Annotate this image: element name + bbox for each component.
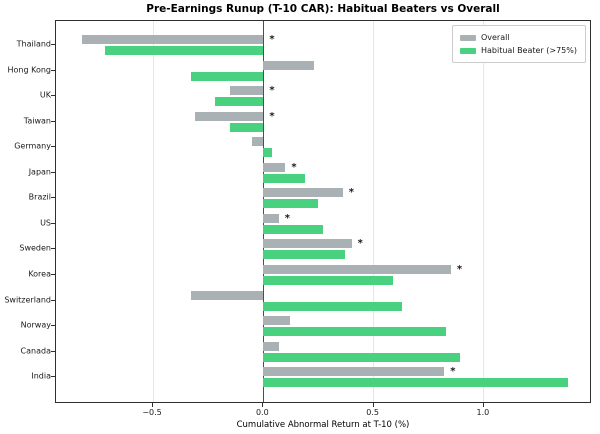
bar-overall	[263, 213, 279, 223]
ytick-mark	[51, 248, 55, 250]
bar-overall	[263, 367, 445, 377]
legend-label-overall: Overall	[480, 33, 510, 42]
ytick-mark	[51, 171, 55, 173]
ytick-mark	[51, 273, 55, 275]
ytick-label-hong-kong: Hong Kong	[7, 65, 52, 75]
bar-habitual	[214, 97, 264, 107]
ytick-mark	[51, 69, 55, 71]
bar-habitual	[263, 275, 394, 285]
legend: Overall Habitual Beater (>75%)	[451, 25, 586, 63]
ytick-mark	[51, 120, 55, 122]
bar-habitual	[230, 122, 264, 132]
bar-habitual	[263, 327, 447, 337]
gridline	[152, 21, 154, 402]
legend-label-habitual: Habitual Beater (>75%)	[480, 46, 577, 55]
ytick-mark	[51, 325, 55, 327]
bar-habitual	[263, 173, 306, 183]
ytick-mark	[51, 376, 55, 378]
xtick-mark	[482, 403, 484, 407]
x-axis-label: Cumulative Abnormal Return at T-10 (%)	[236, 420, 410, 430]
bar-habitual	[263, 352, 460, 362]
bar-habitual	[263, 148, 273, 158]
ytick-label-germany: Germany	[14, 141, 51, 151]
significance-asterisk: *	[284, 212, 291, 224]
bar-overall	[82, 35, 264, 44]
ytick-mark	[51, 197, 55, 199]
ytick-label-switzerland: Switzerland	[4, 295, 51, 304]
bar-habitual	[263, 224, 323, 234]
bar-habitual	[104, 46, 264, 55]
significance-asterisk: *	[456, 263, 463, 275]
ytick-label-korea: Korea	[28, 269, 51, 279]
bar-habitual	[263, 250, 345, 260]
bar-overall	[190, 290, 264, 300]
bar-habitual	[190, 71, 264, 81]
zero-line	[262, 21, 265, 402]
ytick-label-taiwan: Taiwan	[23, 116, 51, 126]
bar-habitual	[263, 301, 403, 311]
ytick-label-sweden: Sweden	[19, 243, 51, 253]
significance-asterisk: *	[348, 187, 354, 199]
ytick-mark	[51, 44, 55, 45]
xtick-mark	[152, 403, 154, 407]
xtick-mark	[262, 403, 264, 407]
bar-overall	[252, 137, 264, 147]
plot-area: * * * * * * * * * Overall Habitual Beater (>75%)	[55, 20, 591, 403]
legend-entry-overall: Overall	[459, 31, 577, 44]
ytick-label-india: India	[31, 371, 51, 381]
ytick-label-thailand: Thailand	[16, 39, 51, 49]
ytick-label-canada: Canada	[20, 346, 51, 356]
xtick-label: −0.5	[142, 408, 162, 417]
gridline	[483, 21, 485, 402]
bar-overall	[230, 86, 264, 96]
ytick-label-uk: UK	[39, 90, 51, 100]
xtick-label: 0.5	[366, 408, 379, 417]
ytick-label-norway: Norway	[20, 320, 51, 330]
ytick-mark	[51, 95, 55, 97]
significance-asterisk: *	[269, 110, 275, 122]
legend-swatch-overall	[459, 34, 476, 41]
significance-asterisk: *	[269, 34, 275, 45]
legend-entry-habitual: Habitual Beater (>75%)	[459, 44, 577, 57]
ytick-mark	[51, 146, 55, 148]
significance-asterisk: *	[291, 161, 297, 173]
xtick-label: 1.0	[476, 408, 490, 417]
ytick-mark	[51, 299, 55, 301]
bar-habitual	[263, 199, 319, 209]
bar-overall	[263, 60, 315, 70]
xtick-label: 0.0	[255, 408, 269, 417]
bar-overall	[263, 188, 343, 198]
significance-asterisk: *	[269, 85, 275, 97]
ytick-mark	[51, 350, 55, 352]
significance-asterisk: *	[450, 366, 456, 378]
bar-overall	[263, 264, 451, 274]
bar-overall	[263, 239, 352, 249]
xtick-mark	[372, 403, 374, 407]
gridline	[373, 21, 375, 402]
chart-title: Pre-Earnings Runup (T-10 CAR): Habitual …	[146, 3, 500, 15]
bar-overall	[263, 316, 290, 326]
ytick-label-brazil: Brazil	[28, 192, 51, 202]
bar-overall	[194, 111, 264, 121]
bar-habitual	[263, 378, 568, 388]
bar-overall	[263, 162, 286, 172]
ytick-label-japan: Japan	[28, 167, 51, 177]
significance-asterisk: *	[357, 238, 363, 250]
ytick-mark	[51, 222, 55, 224]
bar-overall	[263, 341, 279, 351]
ytick-label-us: US	[40, 218, 51, 228]
legend-swatch-habitual	[459, 47, 476, 54]
